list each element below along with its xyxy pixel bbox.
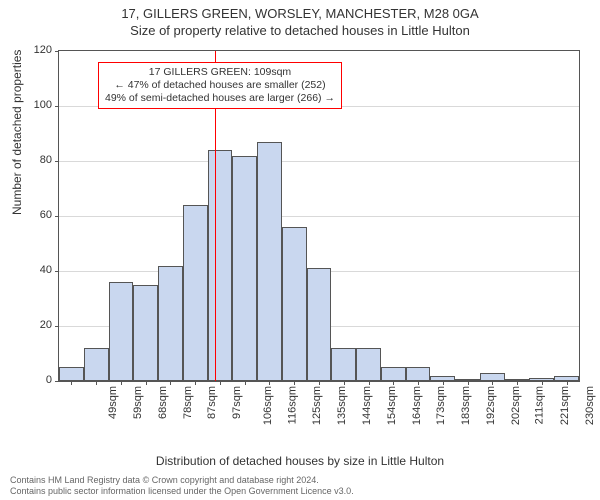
title-line1: 17, GILLERS GREEN, WORSLEY, MANCHESTER, … [0,0,600,21]
x-tick-label: 49sqm [107,386,119,419]
bar [480,373,505,381]
x-tick-label: 192sqm [485,386,497,425]
x-tick-mark [319,381,320,385]
y-tick-mark [55,271,59,272]
footer: Contains HM Land Registry data © Crown c… [10,475,354,497]
bar [109,282,134,381]
chart-container: 17, GILLERS GREEN, WORSLEY, MANCHESTER, … [0,0,600,500]
x-tick-mark [567,381,568,385]
y-tick-label: 80 [0,154,52,166]
x-tick-label: 230sqm [584,386,596,425]
callout-line: 17 GILLERS GREEN: 109sqm [105,66,335,79]
x-tick-label: 211sqm [534,386,546,424]
x-tick-mark [517,381,518,385]
bar [232,156,257,382]
y-tick-mark [55,51,59,52]
y-tick-mark [55,216,59,217]
x-tick-label: 183sqm [460,386,472,425]
bar [257,142,282,381]
footer-line2: Contains public sector information licen… [10,486,354,497]
y-tick-mark [55,106,59,107]
y-tick-mark [55,161,59,162]
bar [183,205,208,381]
bar [282,227,307,381]
bar [356,348,381,381]
x-tick-mark [294,381,295,385]
x-tick-label: 154sqm [386,386,398,425]
x-tick-mark [344,381,345,385]
y-tick-label: 100 [0,99,52,111]
x-tick-mark [468,381,469,385]
y-tick-label: 20 [0,319,52,331]
x-tick-label: 125sqm [312,386,324,425]
y-tick-label: 120 [0,44,52,56]
x-tick-label: 202sqm [510,386,522,425]
y-tick-mark [55,326,59,327]
bar [59,367,84,381]
x-tick-label: 97sqm [231,386,243,419]
x-tick-label: 78sqm [182,386,194,419]
bar [158,266,183,382]
x-tick-label: 87sqm [206,386,218,419]
x-axis-label: Distribution of detached houses by size … [0,454,600,468]
x-tick-label: 164sqm [411,386,423,425]
x-tick-mark [418,381,419,385]
x-tick-mark [443,381,444,385]
bar [133,285,158,381]
bar [331,348,356,381]
x-tick-mark [96,381,97,385]
footer-line1: Contains HM Land Registry data © Crown c… [10,475,354,486]
callout-box: 17 GILLERS GREEN: 109sqm← 47% of detache… [98,62,342,109]
bar [381,367,406,381]
callout-line: 49% of semi-detached houses are larger (… [105,92,335,105]
x-tick-mark [245,381,246,385]
x-tick-mark [269,381,270,385]
gridline [59,161,579,162]
x-tick-mark [195,381,196,385]
bar [84,348,109,381]
x-tick-mark [393,381,394,385]
x-tick-label: 59sqm [132,386,144,419]
x-tick-label: 116sqm [286,386,298,424]
x-tick-label: 144sqm [361,386,373,425]
gridline [59,216,579,217]
x-tick-mark [369,381,370,385]
x-tick-label: 221sqm [559,386,571,425]
y-axis-label: Number of detached properties [10,50,24,215]
x-tick-mark [220,381,221,385]
x-tick-mark [71,381,72,385]
x-tick-label: 68sqm [157,386,169,419]
y-tick-label: 40 [0,264,52,276]
y-tick-label: 0 [0,374,52,386]
bar [406,367,431,381]
y-tick-mark [55,381,59,382]
x-tick-label: 135sqm [336,386,348,425]
x-tick-mark [492,381,493,385]
x-tick-mark [146,381,147,385]
x-tick-label: 106sqm [262,386,274,425]
x-tick-mark [170,381,171,385]
x-tick-mark [542,381,543,385]
x-tick-label: 173sqm [435,386,447,425]
bar [307,268,332,381]
bar [208,150,233,381]
title-line2: Size of property relative to detached ho… [0,23,600,38]
y-tick-label: 60 [0,209,52,221]
callout-line: ← 47% of detached houses are smaller (25… [105,79,335,92]
x-tick-mark [121,381,122,385]
